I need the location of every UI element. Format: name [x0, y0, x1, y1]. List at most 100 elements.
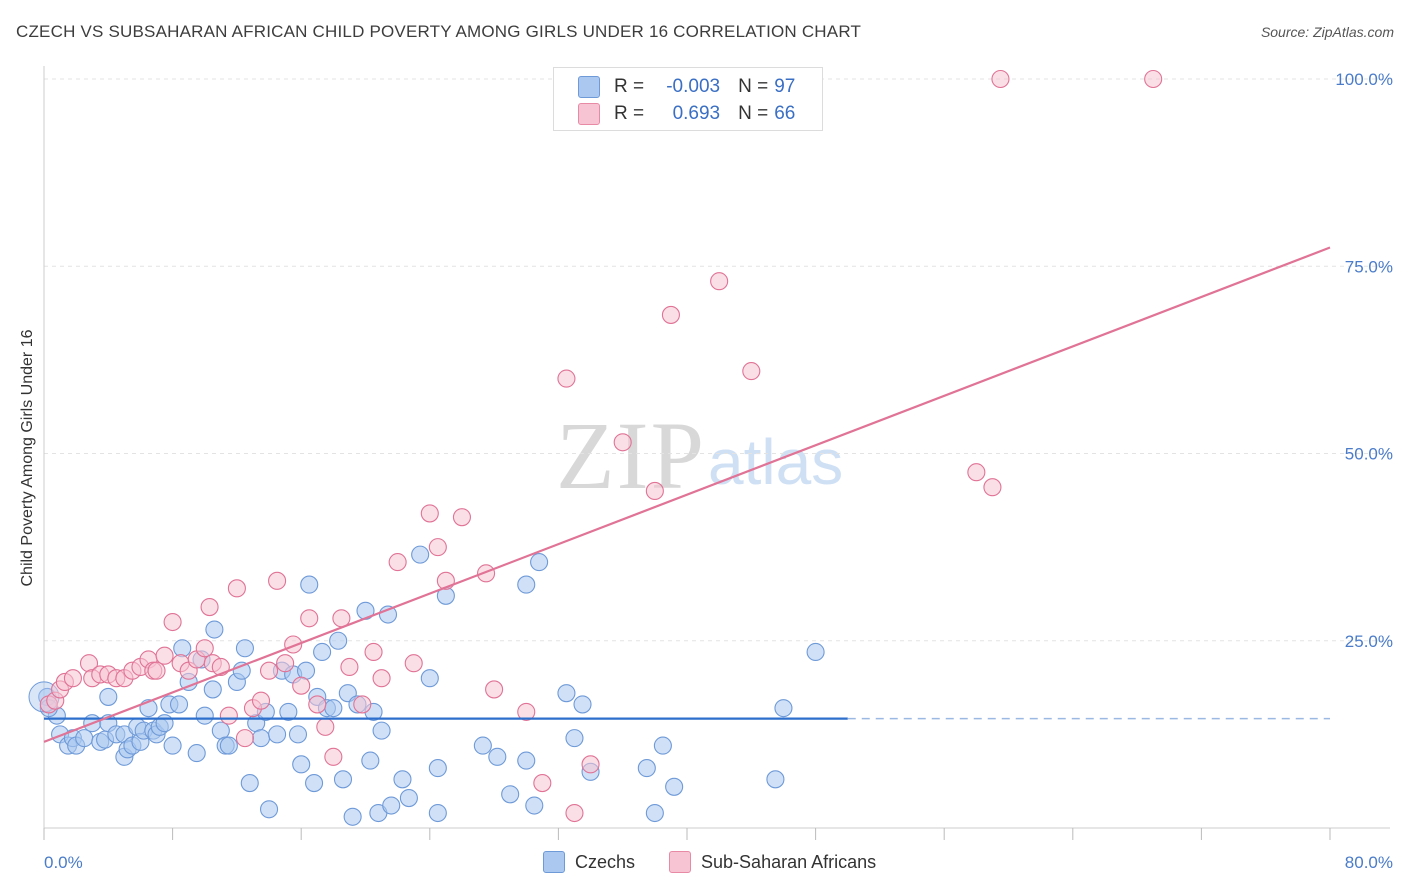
czechs-point-26[interactable]: [163, 736, 182, 755]
subsaharan-point-53[interactable]: [533, 774, 552, 793]
subsaharan-point-42[interactable]: [364, 642, 383, 662]
czechs-point-30[interactable]: [187, 744, 206, 763]
czechs-point-73[interactable]: [411, 545, 430, 564]
czechs-point-37[interactable]: [219, 736, 238, 755]
subsaharan-point-46[interactable]: [420, 504, 439, 523]
subsaharan-point-16[interactable]: [155, 646, 174, 665]
czechs-point-86[interactable]: [565, 729, 584, 748]
subsaharan-point-50[interactable]: [477, 564, 496, 583]
subsaharan-point-31[interactable]: [268, 571, 287, 590]
czechs-point-60[interactable]: [333, 770, 353, 789]
czechs-point-24[interactable]: [155, 714, 174, 733]
czechs-point-12[interactable]: [99, 687, 118, 706]
subsaharan-point-17[interactable]: [163, 612, 182, 632]
subsaharan-point-40[interactable]: [340, 657, 359, 677]
czechs-point-95[interactable]: [806, 642, 825, 662]
czechs-point-79[interactable]: [488, 747, 507, 766]
czechs-point-58[interactable]: [324, 699, 343, 718]
czechs-point-68[interactable]: [372, 721, 391, 740]
subsaharan-point-64[interactable]: [991, 69, 1010, 89]
czechs-point-34[interactable]: [205, 620, 224, 639]
czechs-point-82[interactable]: [530, 553, 549, 572]
subsaharan-point-49[interactable]: [452, 508, 472, 527]
subsaharan-point-54[interactable]: [557, 369, 576, 388]
czechs-point-74[interactable]: [420, 669, 439, 688]
subsaharan-point-43[interactable]: [372, 669, 391, 688]
subsaharan-point-45[interactable]: [404, 654, 423, 673]
subsaharan-point-4[interactable]: [63, 669, 82, 688]
czechs-point-46[interactable]: [268, 725, 287, 744]
source-credit: Source: ZipAtlas.com: [1260, 24, 1394, 40]
subsaharan-point-25[interactable]: [219, 706, 238, 725]
czechs-point-76[interactable]: [428, 759, 447, 778]
subsaharan-point-29[interactable]: [251, 691, 271, 710]
czechs-point-28[interactable]: [173, 639, 192, 658]
czechs-point-92[interactable]: [665, 777, 684, 796]
subsaharan-point-60[interactable]: [710, 272, 729, 291]
subsaharan-point-22[interactable]: [200, 597, 219, 617]
czechs-point-27[interactable]: [169, 695, 189, 714]
czechs-point-40[interactable]: [235, 639, 254, 658]
legend-item-czechs[interactable]: Czechs: [543, 851, 635, 873]
subsaharan-point-56[interactable]: [581, 755, 600, 774]
subsaharan-point-62[interactable]: [967, 463, 986, 482]
czechs-point-51[interactable]: [292, 755, 311, 774]
czechs-point-48[interactable]: [279, 702, 298, 721]
czechs-point-83[interactable]: [517, 751, 536, 770]
czechs-point-78[interactable]: [473, 736, 492, 755]
czechs-point-94[interactable]: [774, 699, 793, 718]
czechs-point-70[interactable]: [382, 796, 401, 815]
subsaharan-point-37[interactable]: [316, 717, 335, 736]
subsaharan-point-52[interactable]: [517, 702, 536, 721]
czechs-point-41[interactable]: [240, 774, 259, 793]
czechs-point-50[interactable]: [288, 725, 308, 744]
subsaharan-point-15[interactable]: [147, 661, 166, 680]
czechs-point-85[interactable]: [557, 684, 576, 703]
czechs-point-45[interactable]: [259, 800, 279, 819]
czechs-point-52[interactable]: [296, 661, 316, 680]
czechs-point-43[interactable]: [251, 729, 271, 748]
czechs-point-80[interactable]: [501, 785, 520, 804]
czechs-point-87[interactable]: [573, 695, 592, 714]
subsaharan-point-51[interactable]: [485, 680, 504, 699]
subsaharan-point-35[interactable]: [300, 609, 319, 628]
czechs-point-75[interactable]: [428, 803, 447, 823]
czechs-point-53[interactable]: [300, 575, 319, 594]
subsaharan-point-27[interactable]: [235, 729, 254, 748]
czechs-point-93[interactable]: [766, 770, 785, 789]
subsaharan-point-30[interactable]: [259, 661, 279, 680]
subsaharan-point-32[interactable]: [276, 654, 295, 673]
legend-item-subsaharan[interactable]: Sub-Saharan Africans: [669, 851, 876, 873]
czechs-point-91[interactable]: [653, 736, 672, 755]
czechs-point-35[interactable]: [211, 721, 230, 740]
subsaharan-point-65[interactable]: [1144, 69, 1163, 89]
czechs-point-89[interactable]: [637, 759, 656, 778]
subsaharan-point-63[interactable]: [983, 478, 1002, 497]
czechs-point-84[interactable]: [525, 796, 544, 815]
subsaharan-point-55[interactable]: [565, 803, 584, 823]
czechs-point-71[interactable]: [393, 770, 412, 789]
czechs-point-6[interactable]: [75, 729, 94, 748]
subsaharan-point-61[interactable]: [742, 362, 761, 381]
czechs-point-81[interactable]: [517, 575, 536, 594]
czechs-point-54[interactable]: [305, 774, 324, 793]
czechs-point-33[interactable]: [203, 680, 222, 699]
subsaharan-point-38[interactable]: [324, 747, 343, 766]
czechs-point-59[interactable]: [329, 631, 348, 650]
subsaharan-point-26[interactable]: [227, 579, 246, 598]
subsaharan-point-57[interactable]: [613, 433, 632, 452]
czechs-point-72[interactable]: [399, 788, 418, 808]
czechs-point-65[interactable]: [361, 751, 380, 770]
subsaharan-point-59[interactable]: [661, 305, 680, 324]
czechs-point-62[interactable]: [343, 807, 362, 826]
subsaharan-point-21[interactable]: [195, 639, 214, 658]
subsaharan-point-44[interactable]: [388, 553, 407, 572]
subsaharan-point-36[interactable]: [308, 695, 327, 714]
subsaharan-point-34[interactable]: [292, 676, 311, 695]
czechs-point-32[interactable]: [195, 706, 214, 725]
subsaharan-point-58[interactable]: [645, 481, 664, 501]
czechs-point-90[interactable]: [645, 803, 664, 823]
subsaharan-point-47[interactable]: [428, 538, 447, 557]
czechs-point-56[interactable]: [313, 642, 332, 662]
subsaharan-point-41[interactable]: [353, 695, 372, 714]
